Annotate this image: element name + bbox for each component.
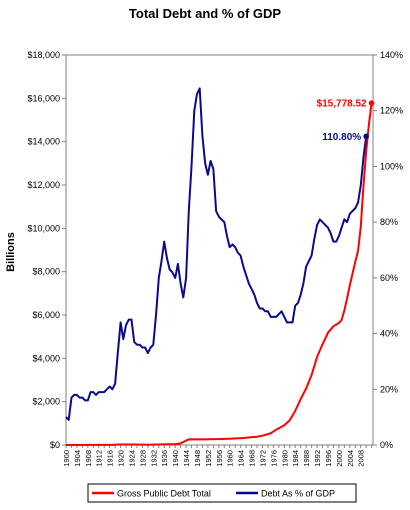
legend-box <box>87 483 357 503</box>
left-tick-label: $0 <box>50 440 60 450</box>
x-tick-label: 1992 <box>313 450 322 467</box>
right-tick-label: 80% <box>380 217 398 227</box>
x-tick-label: 1964 <box>237 450 246 467</box>
x-tick-label: 2004 <box>346 450 355 467</box>
right-tick-label: 120% <box>380 106 403 116</box>
x-tick-label: 1912 <box>95 450 104 467</box>
right-tick-label: 140% <box>380 50 403 60</box>
x-tick-label: 1928 <box>138 450 147 467</box>
left-tick-label: $4,000 <box>32 353 60 363</box>
legend-label-debt-pct: Debt As % of GDP <box>261 489 335 499</box>
x-tick-label: 1900 <box>62 450 71 467</box>
y-axis-label: Billions <box>5 232 17 272</box>
x-tick-label: 1956 <box>215 450 224 467</box>
x-tick-label: 1996 <box>324 450 333 467</box>
x-axis: 1900 1904 1908 1912 1916 1920 1924 1928 1932 1936… <box>62 445 373 467</box>
x-tick-label: 1920 <box>117 450 126 467</box>
x-tick-label: 2008 <box>357 450 366 467</box>
x-tick-label: 1952 <box>204 450 213 467</box>
x-tick-label: 1940 <box>171 450 180 467</box>
data-label-debt-pct: 110.80% <box>322 132 361 143</box>
left-tick-label: $14,000 <box>27 137 60 147</box>
series-line-debt-pct <box>65 87 368 421</box>
right-tick-label: 40% <box>380 329 398 339</box>
x-tick-label: 1908 <box>84 450 93 467</box>
left-tick-label: $2,000 <box>32 397 60 407</box>
right-tick-label: 100% <box>380 161 403 171</box>
x-tick-label: 1976 <box>269 450 278 467</box>
x-tick-label: 1932 <box>149 450 158 467</box>
x-tick-label: 1984 <box>291 450 300 467</box>
x-tick-label: 1904 <box>73 450 82 467</box>
left-tick-label: $12,000 <box>27 180 60 190</box>
legend-label-debt-total: Gross Public Debt Total <box>117 489 211 499</box>
right-tick-label: 0% <box>380 440 393 450</box>
series-layer: $15,778.52 110.80% <box>65 87 375 446</box>
left-tick-label: $6,000 <box>32 310 60 320</box>
right-tick-label: 20% <box>380 384 398 394</box>
legend: Gross Public Debt Total Debt As % of GDP <box>87 483 357 503</box>
series-endpoint-debt-total <box>368 100 375 106</box>
right-axis: 0% 20% 40% 60% 80% 100% 120% 140% <box>373 50 403 450</box>
left-tick-label: $16,000 <box>27 93 60 103</box>
x-tick-label: 1972 <box>258 450 267 467</box>
x-tick-label: 1988 <box>302 450 311 467</box>
x-tick-label: 1936 <box>160 450 169 467</box>
x-tick-label: 1944 <box>182 450 191 467</box>
left-tick-label: $10,000 <box>27 223 60 233</box>
chart-title: Total Debt and % of GDP <box>129 6 281 21</box>
x-tick-label: 1960 <box>226 450 235 467</box>
series-endpoint-debt-pct <box>363 133 369 140</box>
data-label-debt-total: $15,778.52 <box>317 99 367 110</box>
x-tick-label: 1924 <box>127 450 136 467</box>
right-tick-label: 60% <box>380 273 398 283</box>
x-tick-label: 2000 <box>335 450 344 467</box>
series-line-debt-total <box>65 102 373 446</box>
x-tick-label: 1980 <box>280 450 289 467</box>
x-tick-label: 1916 <box>106 450 115 467</box>
left-tick-label: $18,000 <box>27 50 60 60</box>
x-tick-label: 1948 <box>193 450 202 467</box>
left-tick-label: $8,000 <box>32 267 60 277</box>
left-axis: $0 $2,000 $4,000 $6,000 $8,000 $10,000 $12,000… <box>27 50 66 450</box>
plot-area <box>65 54 374 446</box>
x-tick-label: 1968 <box>248 450 257 467</box>
